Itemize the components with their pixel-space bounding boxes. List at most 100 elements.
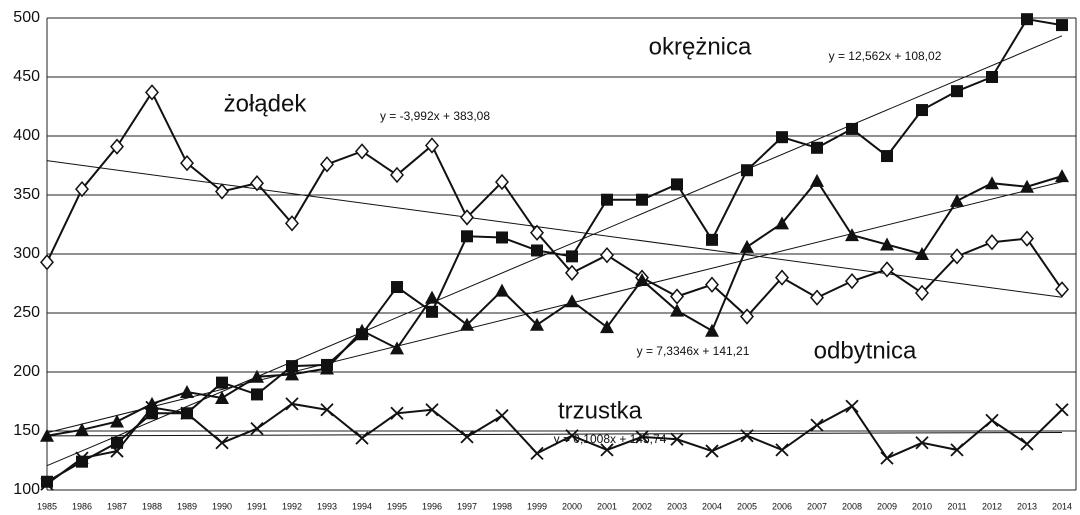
marker [461,230,473,243]
x-tick-label: 2011 [947,501,966,511]
marker [390,406,404,420]
marker [41,475,53,488]
marker [76,455,88,468]
x-tick-label: 2002 [632,501,652,511]
marker [285,215,299,232]
marker [566,250,578,263]
y-tick-label: 100 [13,481,40,498]
y-tick-label: 500 [13,9,40,26]
marker [180,385,194,399]
marker [530,446,544,461]
x-tick-label: 1996 [422,501,442,511]
x-tick-label: 1992 [282,501,302,511]
marker [776,131,788,144]
x-tick-label: 1995 [387,501,407,511]
marker [705,323,719,337]
marker [775,216,789,230]
marker [425,403,439,417]
series-label: okrężnica [649,33,752,60]
trend-equation: y = 0,1008x + 145,74 [554,432,667,446]
marker [775,269,789,286]
x-tick-label: 1985 [37,501,57,511]
marker [601,193,613,206]
marker [426,305,438,318]
marker [75,422,89,436]
marker [180,406,194,420]
marker [565,294,579,308]
marker [635,272,649,286]
x-tick-label: 2014 [1052,501,1072,511]
marker [286,360,298,373]
marker [495,173,509,191]
marker [916,104,928,117]
trend-line [46,160,1063,298]
x-tick-label: 1999 [527,501,547,511]
marker [985,413,999,428]
marker [390,166,404,184]
marker [355,431,369,445]
x-tick-label: 1993 [317,501,337,511]
marker [216,376,228,389]
trend-equation: y = 7,3346x + 141,21 [637,344,750,358]
marker [110,138,124,155]
marker [950,248,964,265]
marker [495,283,509,297]
marker [496,231,508,244]
x-tick-label: 1998 [492,501,512,511]
marker [741,164,753,177]
marker [880,237,894,251]
marker [40,254,54,271]
marker [915,284,929,302]
marker [565,264,579,282]
x-tick-label: 2005 [737,501,757,511]
series-line [46,175,1063,437]
y-tick-label: 400 [13,127,40,144]
marker [391,281,403,294]
x-tick-label: 1997 [457,501,477,511]
x-tick-label: 1994 [352,501,372,511]
marker [530,317,544,331]
marker [740,239,754,253]
y-tick-label: 150 [13,422,40,439]
y-tick-label: 300 [13,245,40,262]
marker [986,71,998,83]
marker [180,154,194,172]
marker [600,443,614,457]
x-tick-label: 1988 [142,501,162,511]
marker [880,261,894,278]
trend-line [46,181,1063,434]
marker [845,272,859,290]
marker [740,308,754,325]
marker [565,429,579,443]
marker [845,228,859,242]
x-tick-label: 2012 [982,501,1002,511]
x-tick-label: 2008 [842,501,862,511]
x-tick-label: 2006 [772,501,792,511]
y-tick-label: 250 [13,304,40,321]
y-tick-label: 350 [13,186,40,203]
marker [846,122,858,135]
marker [635,430,649,444]
marker [251,388,263,401]
marker [1056,19,1068,32]
marker [250,422,264,436]
marker [460,317,474,331]
marker [40,477,54,491]
series-label: żołądek [224,90,308,117]
marker [1055,169,1069,183]
marker [985,234,999,251]
marker [145,400,159,415]
x-tick-label: 1989 [177,501,197,511]
trend-equation: y = -3,992x + 383,08 [380,109,490,123]
marker [600,247,614,264]
marker [285,397,299,411]
marker [250,175,264,192]
marker [530,224,544,241]
marker [1020,230,1034,247]
marker [1055,403,1069,417]
marker [1020,437,1034,451]
marker [110,414,124,428]
marker [670,303,684,317]
marker [495,409,509,423]
x-tick-label: 2010 [912,501,932,511]
